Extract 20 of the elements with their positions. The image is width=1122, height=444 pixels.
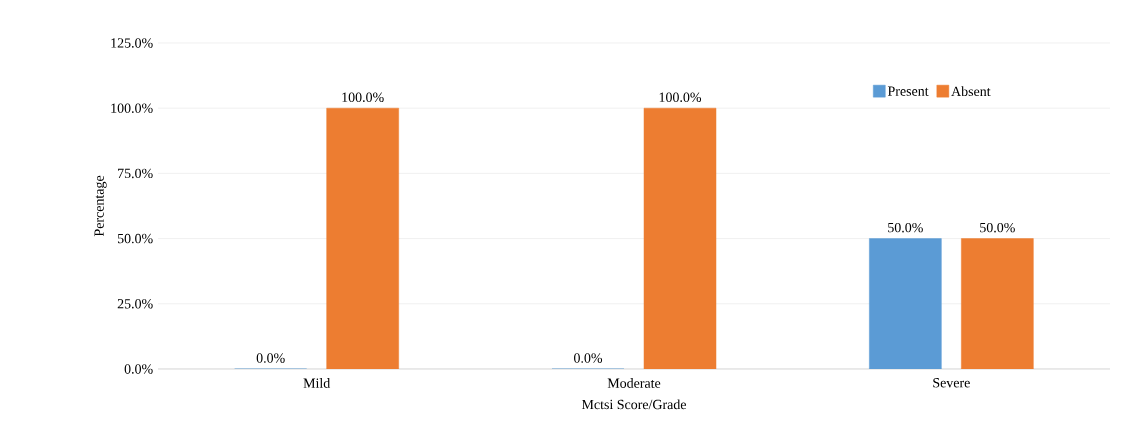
x-tick-label: Severe [933, 378, 970, 388]
y-tick-label: 125.0% [111, 38, 153, 48]
y-tick-label: 75.0% [118, 168, 153, 179]
data-label: 0.0% [574, 353, 603, 363]
y-tick-label: 0.0% [124, 364, 153, 374]
data-label: 100.0% [659, 92, 702, 102]
y-axis-title: Percentage [94, 175, 107, 237]
x-tick-label: Mild [303, 378, 331, 388]
data-label: 50.0% [888, 222, 923, 233]
data-label: 0.0% [256, 353, 285, 363]
x-tick-label: Moderate [607, 378, 661, 388]
y-tick-label: 25.0% [117, 299, 153, 309]
legend-label: Present [887, 86, 929, 96]
x-axis-title: Mctsi Score/Grade [581, 399, 687, 410]
y-tick-label: 50.0% [117, 233, 153, 244]
legend-label: Absent [951, 86, 991, 97]
bar [869, 238, 942, 369]
data-label: 50.0% [980, 222, 1015, 233]
data-label: 100.0% [342, 92, 384, 102]
y-tick-label: 100.0% [111, 103, 153, 113]
